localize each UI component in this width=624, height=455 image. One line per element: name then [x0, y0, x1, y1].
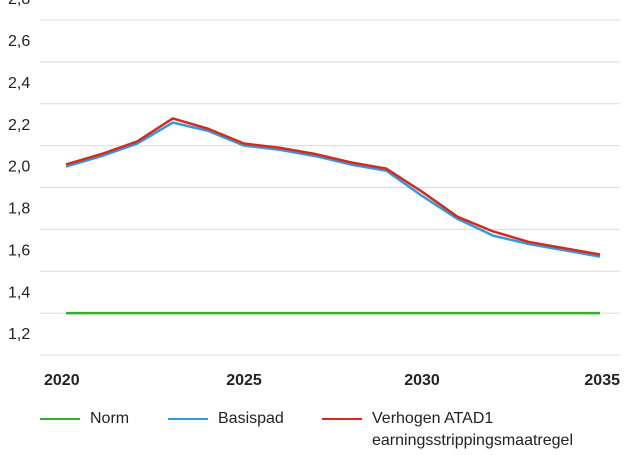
legend-item: Basispad [168, 408, 284, 430]
legend-item: Verhogen ATAD1 earningsstrippingsmaatreg… [322, 408, 622, 452]
legend-label: Basispad [218, 410, 284, 427]
series-line [65, 121, 601, 258]
series-line [65, 117, 601, 256]
legend-swatch [168, 418, 208, 420]
x-tick-label: 2035 [584, 372, 620, 389]
legend-item: Norm [40, 408, 129, 430]
legend-swatch [322, 418, 362, 420]
x-tick-label: 2025 [226, 372, 262, 389]
y-tick-label: 2,6 [8, 33, 30, 50]
x-tick-label: 2020 [44, 372, 80, 389]
x-tick-label: 2030 [404, 372, 440, 389]
y-tick-label: 2,8 [8, 0, 30, 8]
legend-label: Verhogen ATAD1 earningsstrippingsmaatreg… [372, 410, 573, 449]
y-tick-label: 1,4 [8, 284, 30, 301]
y-tick-label: 2,4 [8, 75, 30, 92]
y-tick-label: 2,2 [8, 117, 30, 134]
legend-swatch [40, 418, 80, 420]
y-tick-label: 2,0 [8, 159, 30, 176]
y-tick-label: 1,8 [8, 201, 30, 218]
y-tick-label: 1,6 [8, 242, 30, 259]
legend-label: Norm [90, 410, 130, 427]
chart: 1,2 1,4 1,6 1,8 2,0 2,2 2,4 2,6 2,8 2020 2025 2030 2… [8, 0, 620, 389]
y-tick-label: 1,2 [8, 326, 30, 343]
